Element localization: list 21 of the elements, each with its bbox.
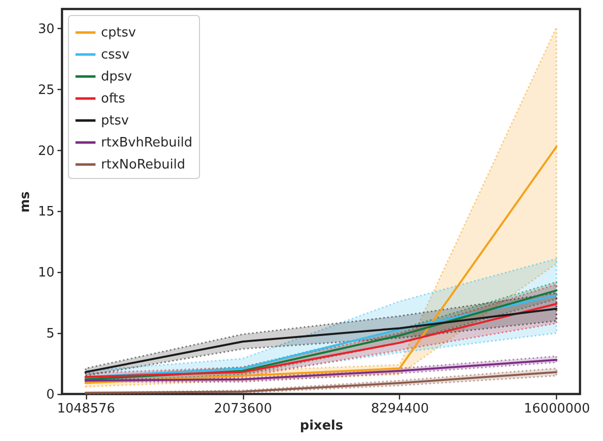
y-tick-label: 15: [38, 204, 54, 220]
x-tick-label: 1048576: [57, 402, 115, 416]
y-axis-title: ms: [18, 191, 33, 213]
legend-label: cptsv: [101, 26, 136, 40]
x-tick-label: 2073600: [214, 402, 272, 416]
y-tick-label: 20: [38, 144, 54, 159]
line-series: [84, 146, 558, 384]
legend-label: dpsv: [101, 70, 132, 84]
x-axis-title: pixels: [300, 418, 344, 434]
y-tick-label: 30: [38, 22, 54, 37]
x-tick-label: 16000000: [524, 402, 590, 416]
y-tick-label: 25: [38, 82, 54, 98]
legend-label: ptsv: [101, 114, 130, 128]
y-tick-label: 5: [46, 326, 54, 342]
legend-label: rtxBvhRebuild: [101, 136, 192, 150]
legend-label: cssv: [101, 48, 130, 62]
legend-label: rtxNoRebuild: [101, 158, 186, 172]
y-tick-label: 10: [38, 266, 54, 281]
x-tick-label: 8294400: [371, 402, 429, 416]
legend-label: ofts: [101, 92, 126, 106]
y-tick-label: 0: [46, 388, 54, 402]
